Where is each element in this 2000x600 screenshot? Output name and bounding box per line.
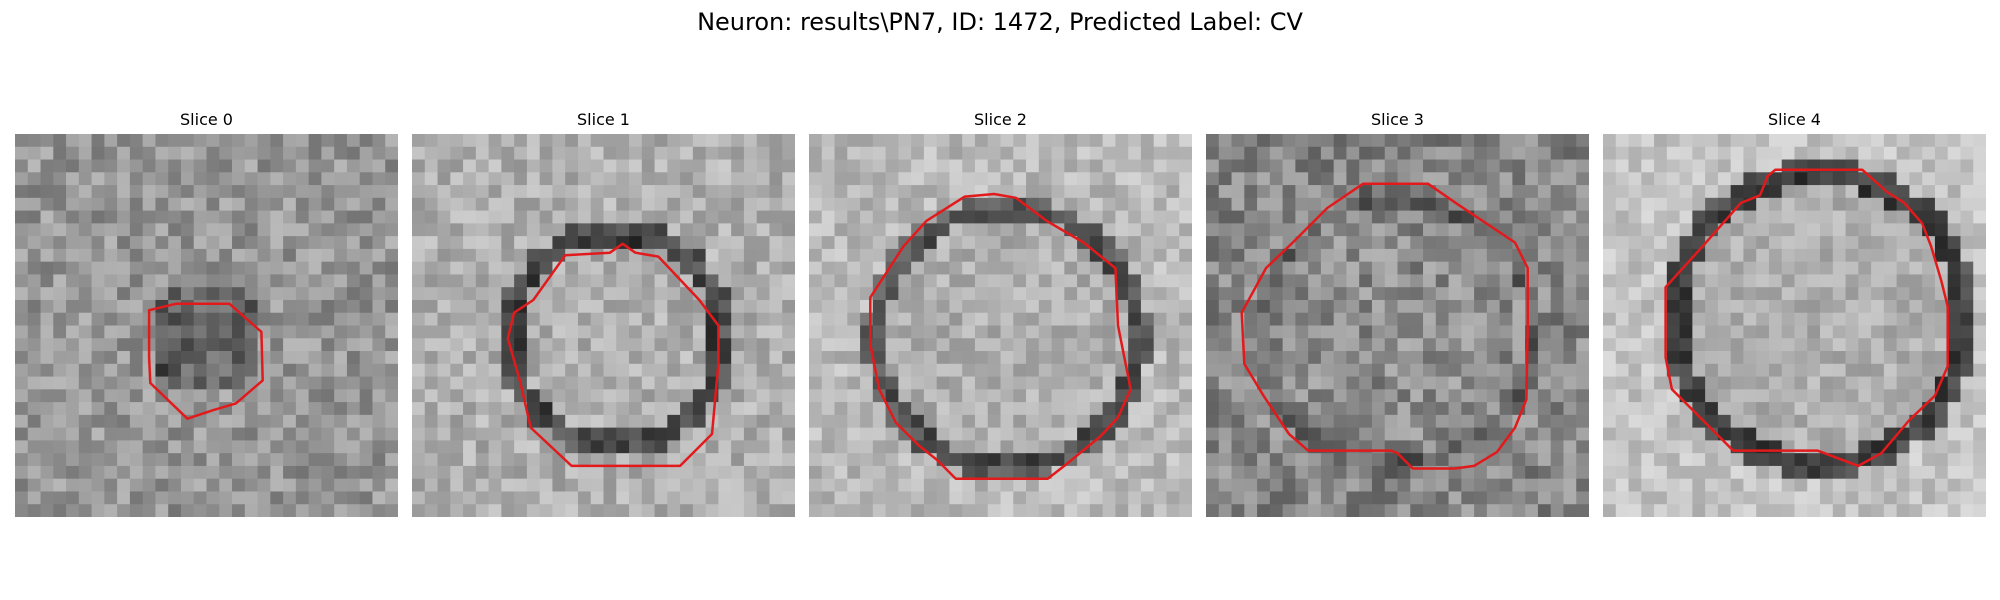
slice-image <box>1206 134 1589 517</box>
pixel-grid <box>809 134 1192 517</box>
segmentation-contour <box>147 302 264 420</box>
slice-image <box>412 134 795 517</box>
slice-panel-4: Slice 4 <box>1603 110 1986 518</box>
slice-panel-1: Slice 1 <box>412 110 795 518</box>
segmentation-contour <box>506 242 720 468</box>
segmentation-contour <box>1664 168 1949 468</box>
slice-panel-3: Slice 3 <box>1206 110 1589 518</box>
slice-title: Slice 0 <box>180 110 233 129</box>
pixel-grid <box>15 134 398 517</box>
segmentation-contour <box>869 192 1132 480</box>
pixel-grid <box>412 134 795 517</box>
figure-title: Neuron: results\PN7, ID: 1472, Predicted… <box>697 8 1303 36</box>
slice-title: Slice 3 <box>1371 110 1424 129</box>
slice-title: Slice 1 <box>577 110 630 129</box>
pixel-grid <box>1206 134 1589 517</box>
slice-title: Slice 4 <box>1768 110 1821 129</box>
slice-panel-0: Slice 0 <box>15 110 398 518</box>
slice-title: Slice 2 <box>974 110 1027 129</box>
segmentation-contour <box>1240 182 1529 470</box>
slice-image <box>809 134 1192 517</box>
slice-image <box>15 134 398 517</box>
slice-image <box>1603 134 1986 517</box>
slice-panel-2: Slice 2 <box>809 110 1192 518</box>
pixel-grid <box>1603 134 1986 517</box>
